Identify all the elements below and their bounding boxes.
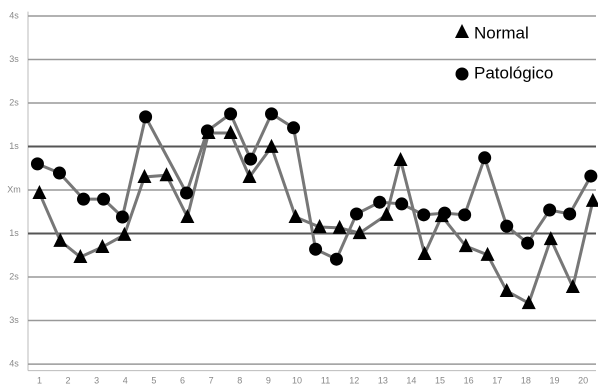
y-tick-label: 3s [9,54,19,64]
data-point [585,192,598,207]
data-point [393,151,408,166]
legend-label: Patológico [474,63,553,82]
data-point [458,238,473,253]
y-tick-label: 1s [9,141,19,151]
x-tick-label: 6 [180,375,185,385]
x-tick-label: 18 [521,375,531,385]
data-point [352,225,367,240]
y-tick-label: 4s [9,10,19,20]
data-point [379,206,394,221]
x-tick-label: 20 [578,375,588,385]
x-tick-label: 19 [550,375,560,385]
data-point [438,206,452,220]
data-point [478,151,492,165]
data-point [521,295,536,310]
y-tick-label: 4s [9,358,19,368]
data-point [458,208,472,222]
y-tick-label: 3s [9,315,19,325]
x-tick-label: 7 [209,375,214,385]
x-tick-label: 8 [237,375,242,385]
x-tick-label: 11 [321,375,330,385]
data-point [563,207,577,221]
data-point [287,121,301,135]
data-point [73,249,88,264]
data-point [417,208,431,222]
y-tick-label: Xm [7,184,21,194]
data-point [265,107,279,121]
data-point [77,192,91,206]
y-tick-label: 2s [9,97,19,107]
data-point [329,252,343,266]
data-point [159,167,174,182]
y-tick-label: 1s [9,228,19,238]
data-point [52,166,66,180]
data-point [223,125,238,140]
data-point [500,219,514,233]
x-tick-label: 9 [266,375,271,385]
data-point [395,197,409,211]
x-tick-label: 17 [492,375,502,385]
data-point [584,169,598,183]
data-point [480,246,495,261]
data-point [417,245,432,260]
data-point [115,210,129,224]
data-point [309,242,323,256]
data-point [565,279,580,294]
y-tick-label: 2s [9,271,19,281]
data-point [97,192,111,206]
data-point [30,157,44,171]
data-point [332,219,347,234]
data-point [499,282,514,297]
data-point [242,168,257,183]
legend-label: Normal [474,23,529,42]
data-point [53,232,68,247]
x-tick-label: 5 [151,375,156,385]
data-point [543,231,558,246]
x-tick-label: 14 [406,375,416,385]
data-point [543,203,557,217]
x-tick-label: 12 [349,375,359,385]
data-point [264,138,279,153]
legend-marker [455,24,469,38]
x-tick-label: 10 [292,375,302,385]
data-point [312,219,327,233]
legend-marker [455,67,469,81]
data-point [137,168,152,183]
data-point [373,195,387,209]
data-point [224,107,238,121]
data-point [180,208,195,223]
x-tick-label: 3 [94,375,99,385]
data-point [521,236,535,250]
data-point [32,185,47,200]
x-tick-label: 15 [435,375,445,385]
data-point [180,186,194,200]
data-point [349,207,363,221]
x-tick-label: 16 [464,375,474,385]
data-point [288,208,303,223]
data-point [139,110,153,124]
data-point [200,124,214,138]
series-line [36,111,593,262]
x-tick-label: 1 [37,375,42,385]
x-tick-label: 2 [66,375,71,385]
data-point [117,226,132,241]
x-tick-label: 4 [123,375,128,385]
data-point [95,239,110,254]
x-tick-label: 13 [378,375,388,385]
data-point [244,152,258,166]
